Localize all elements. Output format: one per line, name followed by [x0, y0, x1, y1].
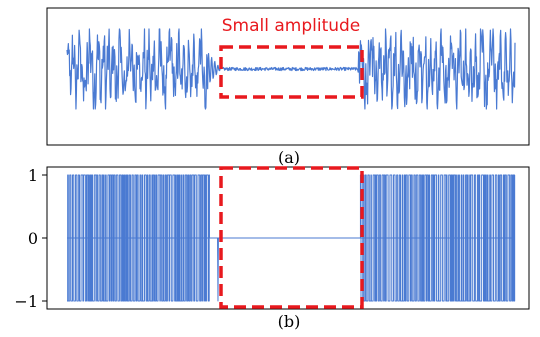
- panel-a-series: [66, 28, 516, 110]
- panel-a-annotation: Small amplitude: [222, 16, 361, 36]
- panel-b-y-ticks: 1 0 −1: [14, 166, 47, 311]
- panel-b: 1 0 −1 (b): [14, 166, 530, 331]
- panel-a-series-line: [66, 28, 516, 110]
- panel-a-frame: [46, 7, 530, 146]
- y-tick-label: −1: [14, 292, 38, 311]
- panel-a-highlight-box: [219, 45, 364, 99]
- panel-b-highlight-box: [219, 166, 364, 309]
- y-tick-label: 1: [28, 166, 38, 185]
- panel-b-series: [67, 174, 516, 302]
- panel-a-label: (a): [278, 148, 300, 167]
- panel-b-label: (b): [278, 312, 301, 331]
- panel-a: Small amplitude (a): [46, 7, 530, 167]
- y-tick-label: 0: [28, 229, 38, 248]
